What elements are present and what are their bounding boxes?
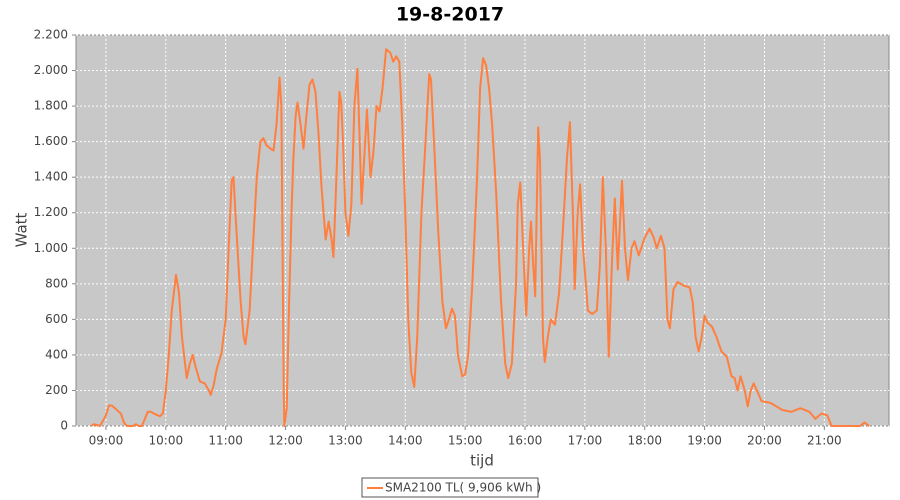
y-axis-label: Watt	[13, 212, 31, 247]
x-tick-label: 19:00	[687, 434, 722, 448]
y-tick-label: 400	[45, 347, 68, 361]
y-tick-label: 1.000	[34, 241, 68, 255]
x-tick-label: 11:00	[208, 434, 243, 448]
legend-label: SMA2100 TL( 9,906 kWh )	[385, 481, 541, 495]
x-tick-label: 13:00	[328, 434, 363, 448]
chart-title: 19-8-2017	[396, 4, 504, 26]
y-tick-label: 1.600	[34, 134, 68, 148]
line	[90, 48, 870, 427]
y-tick-label: 1.400	[34, 170, 68, 184]
x-tick-label: 21:00	[807, 434, 842, 448]
x-tick-label: 20:00	[747, 434, 782, 448]
x-tick-label: 14:00	[388, 434, 423, 448]
y-tick-label: 600	[45, 312, 68, 326]
x-tick-label: 17:00	[568, 434, 603, 448]
x-tick-label: 18:00	[627, 434, 662, 448]
y-tick-label: 200	[45, 383, 68, 397]
y-tick-label: 0	[60, 419, 68, 433]
x-tick-label: 16:00	[508, 434, 543, 448]
y-tick-label: 2.000	[34, 63, 68, 77]
x-tick-label: 12:00	[268, 434, 303, 448]
plot-area	[75, 34, 890, 427]
x-tick-label: 10:00	[149, 434, 184, 448]
y-tick-label: 1.800	[34, 99, 68, 113]
y-tick-label: 800	[45, 276, 68, 290]
x-axis-label: tijd	[470, 452, 494, 470]
legend	[361, 477, 539, 498]
y-tick-label: 1.200	[34, 205, 68, 219]
x-tick-label: 09:00	[89, 434, 124, 448]
x-tick-label: 15:00	[448, 434, 483, 448]
y-tick-label: 2.200	[34, 28, 68, 42]
